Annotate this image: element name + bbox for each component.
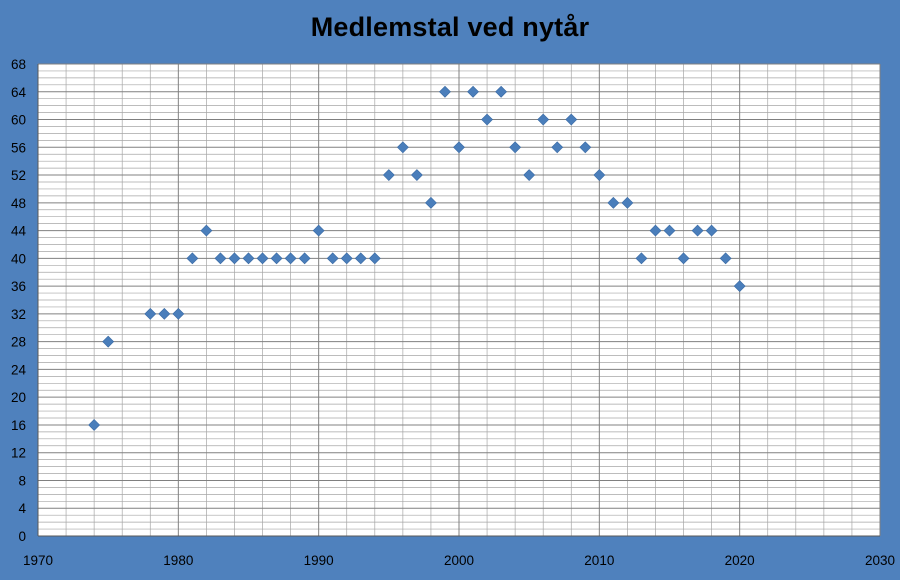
y-tick-label: 68 bbox=[11, 57, 26, 72]
chart-title: Medlemstal ved nytår bbox=[310, 12, 590, 42]
y-tick-label: 56 bbox=[11, 140, 26, 155]
data-point bbox=[537, 113, 550, 126]
y-tick-label: 20 bbox=[11, 390, 26, 405]
data-point bbox=[284, 252, 297, 265]
data-point bbox=[649, 224, 662, 237]
y-tick-label: 12 bbox=[11, 446, 26, 461]
y-tick-label: 48 bbox=[11, 196, 26, 211]
data-point bbox=[691, 224, 704, 237]
y-tick-label: 4 bbox=[18, 501, 26, 516]
data-point bbox=[565, 113, 578, 126]
data-point bbox=[382, 169, 395, 181]
gridlines bbox=[38, 63, 881, 536]
data-point bbox=[228, 252, 241, 265]
data-point bbox=[410, 169, 423, 181]
data-point bbox=[102, 335, 115, 348]
data-point bbox=[719, 252, 732, 265]
data-point bbox=[354, 252, 367, 265]
y-tick-label: 28 bbox=[11, 335, 26, 350]
data-point bbox=[523, 169, 536, 181]
data-point bbox=[481, 113, 493, 126]
data-point bbox=[396, 141, 409, 154]
data-point bbox=[158, 307, 171, 320]
data-point bbox=[495, 85, 508, 98]
data-point bbox=[186, 252, 199, 265]
y-tick-label: 64 bbox=[11, 85, 27, 100]
data-point bbox=[677, 252, 690, 265]
data-point bbox=[705, 224, 718, 237]
data-point bbox=[425, 196, 437, 209]
data-point bbox=[256, 252, 269, 265]
data-point bbox=[607, 196, 620, 209]
y-tick-label: 44 bbox=[11, 224, 27, 239]
data-point bbox=[312, 224, 325, 237]
y-tick-label: 32 bbox=[11, 307, 26, 322]
data-markers bbox=[88, 85, 746, 431]
data-point bbox=[172, 307, 185, 320]
x-tick-label: 2030 bbox=[865, 553, 895, 568]
x-tick-label: 2000 bbox=[444, 553, 474, 568]
data-point bbox=[551, 141, 564, 154]
x-tick-label: 2020 bbox=[725, 553, 755, 568]
y-tick-label: 52 bbox=[11, 168, 26, 183]
x-tick-label: 1980 bbox=[163, 553, 193, 568]
x-tick-label: 1970 bbox=[23, 553, 53, 568]
data-point bbox=[88, 419, 101, 431]
data-point bbox=[635, 252, 648, 265]
data-point bbox=[326, 252, 339, 265]
data-point bbox=[368, 252, 381, 265]
data-point bbox=[579, 141, 592, 154]
data-point bbox=[621, 196, 634, 209]
data-point bbox=[453, 141, 465, 154]
data-point bbox=[242, 252, 255, 265]
y-tick-label: 0 bbox=[18, 529, 26, 544]
data-point bbox=[298, 252, 311, 265]
x-tick-label: 2010 bbox=[584, 553, 614, 568]
data-point bbox=[439, 85, 451, 98]
data-point bbox=[593, 169, 606, 181]
data-point bbox=[214, 252, 227, 265]
data-point bbox=[467, 85, 479, 98]
y-tick-label: 36 bbox=[11, 279, 26, 294]
data-point bbox=[200, 224, 213, 237]
data-point bbox=[663, 224, 676, 237]
x-tick-label: 1990 bbox=[304, 553, 334, 568]
data-point bbox=[733, 280, 746, 293]
y-tick-label: 8 bbox=[18, 473, 26, 488]
data-point bbox=[509, 141, 522, 154]
data-point bbox=[340, 252, 353, 265]
data-point bbox=[144, 307, 157, 320]
y-tick-label: 60 bbox=[11, 113, 26, 128]
data-point bbox=[270, 252, 283, 265]
y-tick-label: 24 bbox=[11, 362, 27, 377]
y-tick-label: 16 bbox=[11, 418, 26, 433]
y-tick-label: 40 bbox=[11, 251, 26, 266]
